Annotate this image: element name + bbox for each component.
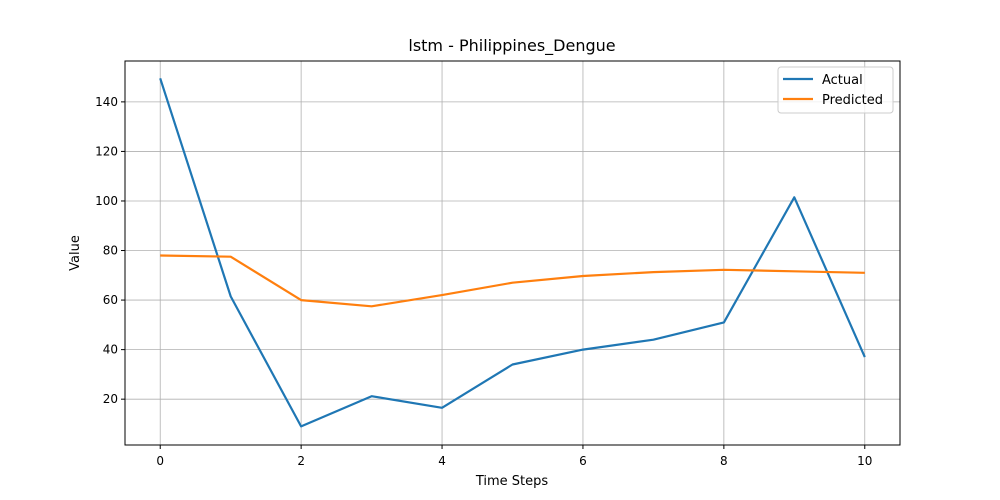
series-line-predicted (160, 254, 865, 308)
chart-title: lstm - Philippines_Dengue (408, 36, 615, 56)
x-tick-label: 6 (579, 454, 587, 468)
x-axis-label: Time Steps (475, 474, 549, 489)
x-tick-label: 2 (297, 454, 305, 468)
series-lines (159, 77, 866, 428)
y-tick-label: 40 (103, 343, 118, 357)
x-axis-ticks: 0 2 4 6 8 10 (156, 445, 872, 468)
y-tick-label: 100 (95, 194, 118, 208)
series-line-actual (159, 77, 866, 428)
y-tick-label: 120 (95, 144, 118, 158)
y-tick-label: 60 (103, 293, 118, 307)
legend: Actual Predicted (777, 66, 894, 114)
x-tick-label: 4 (438, 454, 446, 468)
grid (125, 61, 900, 445)
plot-frame (124, 60, 901, 446)
legend-label-predicted: Predicted (822, 93, 883, 108)
y-axis-label: Value (68, 235, 83, 271)
y-tick-label: 80 (103, 244, 118, 258)
y-tick-label: 140 (95, 95, 118, 109)
y-tick-label: 20 (103, 392, 118, 406)
x-tick-label: 8 (720, 454, 728, 468)
x-tick-label: 10 (857, 454, 872, 468)
x-tick-label: 0 (156, 454, 164, 468)
legend-label-actual: Actual (822, 73, 863, 88)
y-axis-ticks: 20 40 60 80 100 120 140 (95, 95, 125, 406)
